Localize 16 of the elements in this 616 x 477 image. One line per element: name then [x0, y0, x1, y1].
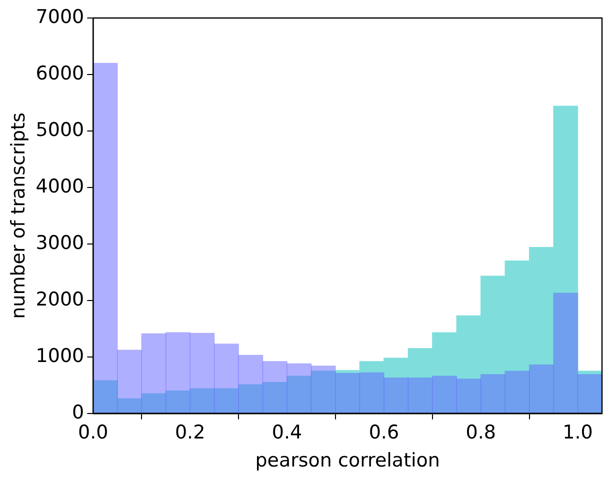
x-tick-label: 0.4: [272, 422, 302, 444]
y-tick-label: 7000: [36, 6, 84, 28]
y-tick-label: 1000: [36, 344, 84, 367]
y-tick-label: 3000: [36, 232, 84, 254]
x-tick-label: 0.8: [466, 422, 496, 444]
y-tick-label: 6000: [36, 62, 84, 84]
x-tick-label: 0.6: [368, 422, 400, 444]
y-axis-title: number of transcripts: [7, 112, 30, 319]
y-tick-label: 2000: [36, 288, 84, 310]
x-tick-label: 0.0: [78, 422, 108, 444]
x-axis-title: pearson correlation: [255, 450, 440, 472]
y-tick-label: 0: [72, 401, 84, 424]
y-tick-label: 5000: [36, 118, 84, 141]
x-tick-label: 1.0: [562, 422, 593, 444]
y-tick-label: 4000: [36, 175, 84, 198]
x-tick-label: 0.2: [174, 422, 206, 444]
